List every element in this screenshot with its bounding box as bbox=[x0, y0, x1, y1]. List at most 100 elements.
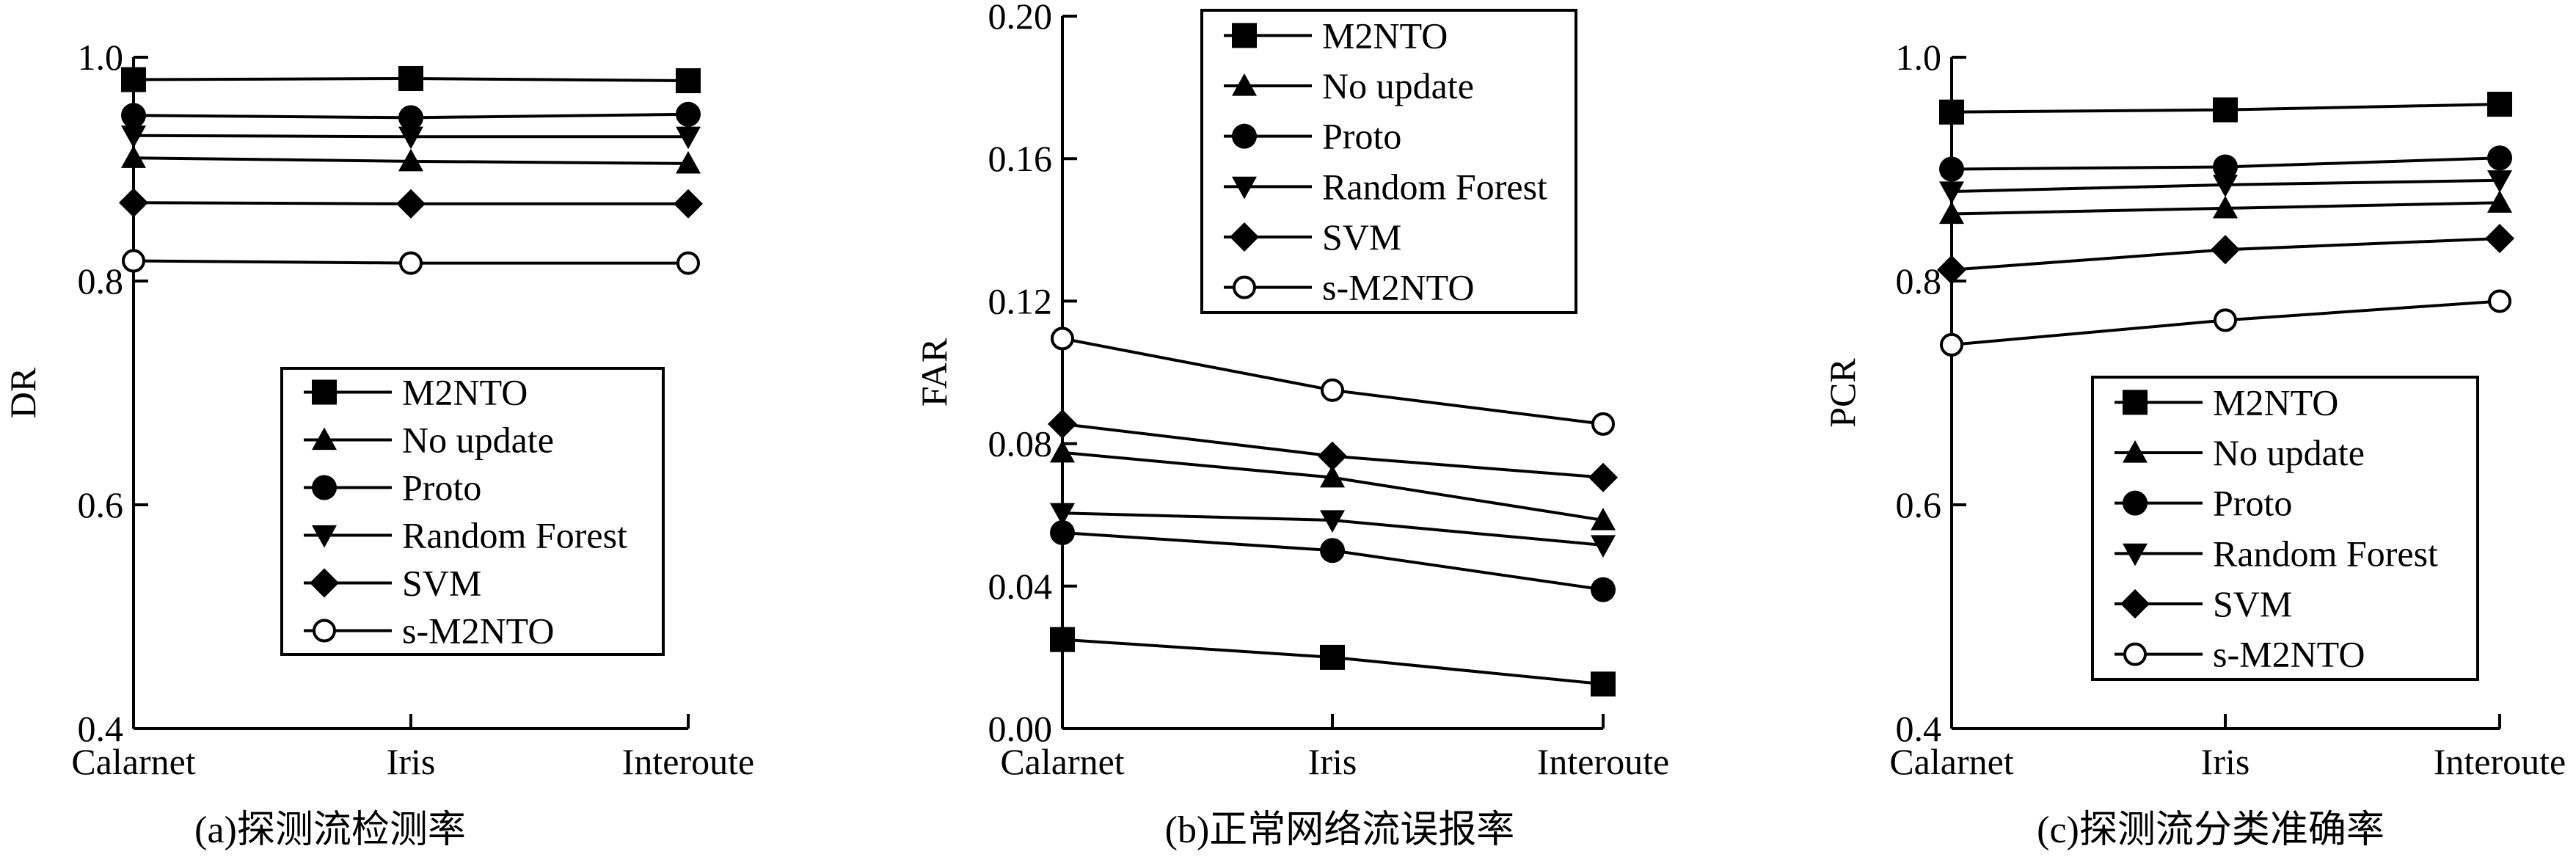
series-m2nto bbox=[1939, 92, 2512, 125]
legend-marker bbox=[1232, 23, 1257, 48]
data-point bbox=[1939, 99, 1964, 125]
y-tick-label: 0.12 bbox=[988, 280, 1053, 321]
series-no-update bbox=[1939, 190, 2512, 225]
legend-marker bbox=[1230, 222, 1259, 252]
y-axis-title: DR bbox=[2, 367, 43, 418]
data-point bbox=[1320, 510, 1345, 533]
data-point bbox=[119, 188, 148, 218]
data-point bbox=[1050, 503, 1075, 526]
x-tick-label: Interoute bbox=[1537, 741, 1669, 782]
data-point bbox=[1591, 535, 1616, 558]
data-point bbox=[398, 65, 423, 91]
legend-marker bbox=[2123, 642, 2147, 666]
legend-label: SVM bbox=[2213, 583, 2292, 624]
y-tick-label: 0.4 bbox=[78, 708, 124, 749]
data-point bbox=[676, 126, 701, 150]
y-tick-label: 0.4 bbox=[1896, 708, 1942, 749]
legend-marker bbox=[2123, 543, 2148, 566]
data-point bbox=[1320, 464, 1345, 488]
x-tick-label: Iris bbox=[2201, 741, 2250, 782]
series-svm bbox=[119, 188, 703, 219]
legend-label: M2NTO bbox=[1322, 15, 1448, 56]
series-s-m2nto bbox=[122, 249, 700, 275]
y-tick-label: 0.8 bbox=[1896, 260, 1942, 302]
x-tick-label: Calarnet bbox=[1889, 741, 2013, 782]
x-tick-label: Interoute bbox=[622, 741, 754, 782]
legend-marker bbox=[2123, 390, 2148, 415]
data-point bbox=[1591, 412, 1615, 436]
legend-label: s-M2NTO bbox=[2213, 634, 2365, 675]
legend-label: s-M2NTO bbox=[1322, 267, 1474, 308]
data-point bbox=[1320, 538, 1345, 564]
data-point bbox=[121, 103, 146, 128]
data-point bbox=[1591, 507, 1616, 530]
y-tick-label: 0.08 bbox=[988, 423, 1053, 464]
data-point bbox=[2488, 289, 2511, 313]
legend-label: SVM bbox=[1322, 216, 1401, 258]
y-tick-label: 0.00 bbox=[988, 708, 1053, 749]
legend-marker bbox=[1233, 275, 1256, 299]
series-no-update bbox=[1050, 440, 1616, 530]
data-point bbox=[1050, 627, 1075, 652]
data-point bbox=[1591, 671, 1616, 697]
legend-label: Proto bbox=[2213, 483, 2292, 524]
data-point bbox=[2213, 195, 2238, 219]
legend-label: Random Forest bbox=[402, 515, 627, 556]
data-point bbox=[1588, 462, 1618, 492]
legend-marker bbox=[1232, 73, 1257, 96]
data-point bbox=[122, 249, 145, 273]
data-point bbox=[121, 125, 146, 148]
legend-marker bbox=[312, 525, 337, 548]
legend: M2NTO No update Proto Random Forest SVM s-M2N… bbox=[280, 367, 665, 656]
y-tick-label: 0.8 bbox=[78, 260, 124, 302]
chart-caption: (b)正常网络流误报率 bbox=[1165, 809, 1515, 851]
data-point bbox=[1321, 378, 1344, 402]
data-point bbox=[2487, 92, 2512, 117]
legend-marker bbox=[312, 475, 337, 500]
legend-box bbox=[2091, 376, 2479, 681]
y-tick-label: 0.04 bbox=[988, 566, 1053, 607]
legend-label: Proto bbox=[402, 467, 481, 508]
data-point bbox=[1320, 644, 1345, 670]
legend-label: s-M2NTO bbox=[402, 610, 554, 652]
legend: M2NTO No update Proto Random Forest SVM s-M2N… bbox=[1200, 9, 1577, 314]
data-point bbox=[2487, 170, 2512, 193]
legend-box bbox=[280, 367, 665, 656]
legend-marker bbox=[310, 568, 339, 598]
legend-marker bbox=[1232, 176, 1257, 200]
legend-label: No update bbox=[402, 420, 554, 461]
legend-label: Proto bbox=[1322, 116, 1401, 157]
series-random-forest bbox=[1939, 170, 2512, 204]
x-tick-label: Interoute bbox=[2434, 741, 2566, 782]
legend-label: SVM bbox=[402, 563, 481, 604]
data-point bbox=[2211, 235, 2240, 265]
data-point bbox=[674, 189, 703, 219]
legend-marker bbox=[2123, 440, 2148, 463]
series-svm bbox=[1048, 409, 1618, 492]
legend-label: No update bbox=[1322, 65, 1474, 106]
chart-caption: (c)探测流分类准确率 bbox=[2037, 809, 2385, 851]
data-point bbox=[1937, 255, 1966, 285]
legend-label: Random Forest bbox=[1322, 166, 1547, 207]
data-point bbox=[121, 67, 146, 92]
series-m2nto bbox=[1050, 627, 1616, 697]
chart-panel-2: 0.00 0.04 0.08 0.12 0.16 0.20 Calarnet Iris Inte… bbox=[913, 0, 1669, 851]
legend-label: No update bbox=[2213, 432, 2365, 473]
data-point bbox=[676, 68, 701, 94]
legend-label: M2NTO bbox=[402, 372, 528, 413]
data-point bbox=[121, 145, 146, 168]
data-point bbox=[1939, 156, 1964, 182]
legend-label: M2NTO bbox=[2213, 382, 2338, 423]
data-point bbox=[1940, 332, 1963, 357]
y-axis-title: FAR bbox=[913, 338, 955, 406]
x-tick-label: Calarnet bbox=[71, 741, 195, 782]
y-tick-label: 0.6 bbox=[1896, 484, 1942, 525]
series-proto bbox=[1939, 145, 2512, 182]
data-point bbox=[1939, 181, 1964, 204]
data-point bbox=[676, 150, 701, 174]
series-proto bbox=[121, 101, 701, 131]
x-tick-label: Iris bbox=[1308, 741, 1357, 782]
legend-marker bbox=[312, 427, 337, 451]
series-random-forest bbox=[1050, 503, 1616, 558]
data-point bbox=[399, 251, 423, 275]
